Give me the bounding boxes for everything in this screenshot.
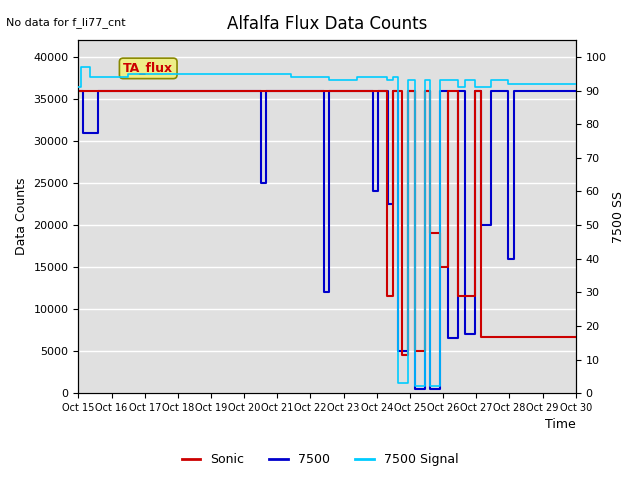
Text: No data for f_li77_cnt: No data for f_li77_cnt bbox=[6, 17, 126, 28]
Title: Alfalfa Flux Data Counts: Alfalfa Flux Data Counts bbox=[227, 15, 428, 33]
Legend: Sonic, 7500, 7500 Signal: Sonic, 7500, 7500 Signal bbox=[177, 448, 463, 471]
Y-axis label: 7500 SS: 7500 SS bbox=[612, 191, 625, 242]
X-axis label: Time: Time bbox=[545, 419, 576, 432]
Y-axis label: Data Counts: Data Counts bbox=[15, 178, 28, 255]
Text: TA_flux: TA_flux bbox=[123, 62, 173, 75]
